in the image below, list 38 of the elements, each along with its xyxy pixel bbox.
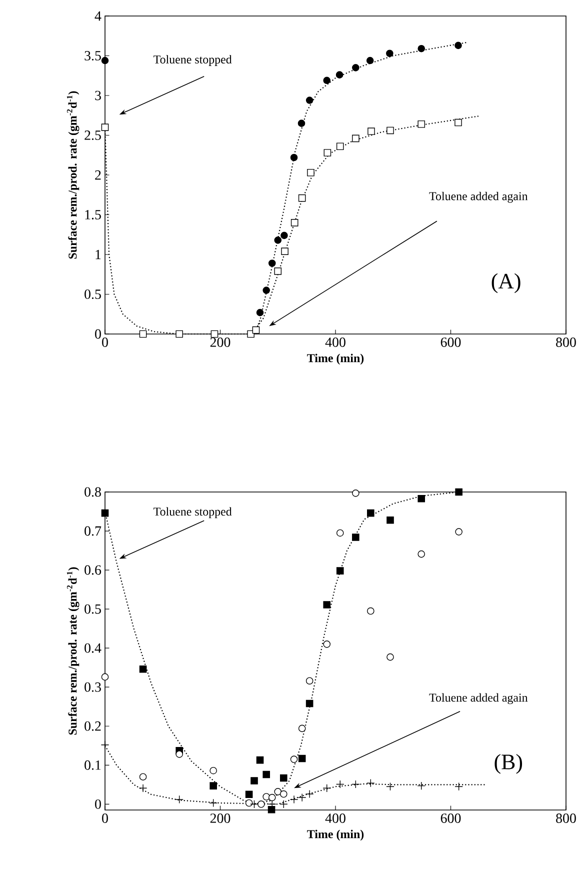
x-tick-label: 200: [210, 814, 230, 823]
y-tick-label: 0.7: [84, 526, 102, 536]
y-tick-label: 2.5: [84, 130, 101, 140]
x-tick-label: 200: [210, 338, 230, 347]
y-axis-title: Surface rem./prod. rate (gm$^{-2}$d$^{-1}$): [66, 91, 80, 259]
y-tick-label: 0.5: [84, 290, 101, 299]
annotation: (A): [492, 273, 520, 294]
y-tick-label: 0: [95, 329, 101, 339]
annotation: Toluene stopped: [154, 507, 232, 518]
x-axis-title: Time (min): [307, 354, 364, 365]
y-tick-label: 3.5: [84, 51, 101, 60]
y-tick-label: 2: [95, 170, 101, 180]
annotation: (B): [494, 754, 522, 774]
annotation: Toluene stopped: [154, 55, 232, 66]
y-tick-label: 0.2: [84, 721, 101, 731]
x-tick-label: 600: [440, 814, 461, 823]
y-tick-label: 3: [95, 90, 101, 100]
x-axis-title: Time (min): [307, 830, 364, 841]
y-tick-label: 0.6: [84, 565, 102, 575]
y-tick-label: 0.3: [84, 682, 101, 692]
x-tick-label: 400: [325, 814, 346, 823]
x-tick-label: 0: [102, 814, 108, 823]
annotation: Toluene added again: [429, 192, 528, 203]
annotation: Toluene added again: [429, 693, 528, 704]
y-tick-label: 4: [94, 11, 102, 21]
y-tick-label: 0: [95, 799, 101, 809]
y-tick-label: 1.5: [85, 210, 101, 220]
y-tick-label: 0.4: [84, 643, 102, 653]
x-tick-label: 800: [556, 338, 576, 347]
x-tick-label: 600: [440, 338, 461, 347]
y-axis-title: Surface rem./prod. rate (gm$^{-2}$d$^{-1}$): [66, 567, 80, 735]
y-tick-label: 1: [96, 250, 101, 260]
y-tick-label: 0.1: [84, 760, 101, 770]
x-tick-label: 400: [325, 338, 346, 347]
x-tick-label: 800: [556, 814, 576, 823]
y-tick-label: 0.5: [84, 604, 101, 614]
x-tick-label: 0: [102, 338, 108, 347]
y-tick-label: 0.8: [84, 487, 101, 497]
